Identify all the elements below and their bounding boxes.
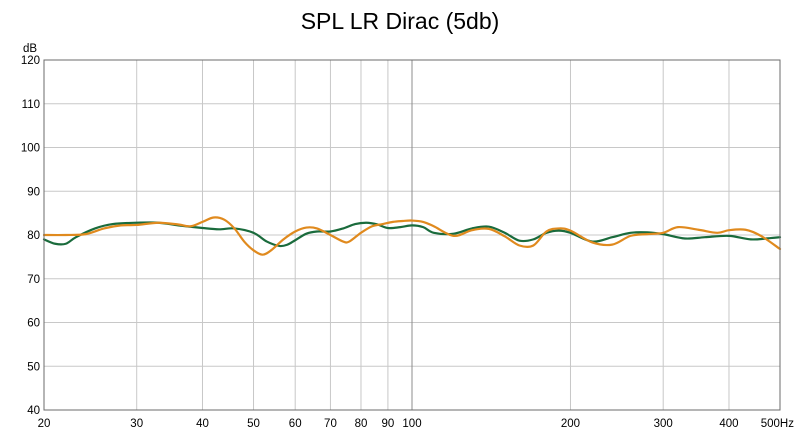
x-tick-label: 50 xyxy=(247,418,260,430)
x-tick-label: 100 xyxy=(402,418,421,430)
grid-lines xyxy=(43,59,781,411)
x-tick-label: 300 xyxy=(654,418,673,430)
x-tick-label: 400 xyxy=(719,418,738,430)
x-tick-label: 200 xyxy=(561,418,580,430)
series-line-2 xyxy=(42,216,782,256)
x-tick-label: 90 xyxy=(382,418,395,430)
chart-title: SPL LR Dirac (5db) xyxy=(300,8,500,34)
x-tick-label: 70 xyxy=(324,418,337,430)
y-tick-label: 40 xyxy=(27,405,40,417)
x-tick-label: 40 xyxy=(196,418,209,430)
y-tick-label: 110 xyxy=(22,99,40,111)
y-tick-label: 120 xyxy=(21,55,40,67)
y-tick-label: 90 xyxy=(27,186,40,198)
x-tick-label: 80 xyxy=(355,418,368,430)
plot-frame xyxy=(43,59,781,411)
x-tick-label: 60 xyxy=(289,418,302,430)
x-tick-label: 500Hz xyxy=(761,418,794,430)
y-axis-label: dB xyxy=(23,43,37,55)
y-tick-label: 70 xyxy=(27,274,40,286)
y-tick-label: 80 xyxy=(27,230,40,242)
y-tick-label: 60 xyxy=(27,318,40,330)
y-tick-label: 100 xyxy=(21,143,40,155)
x-tick-label: 20 xyxy=(38,418,51,430)
y-tick-label: 50 xyxy=(27,361,40,373)
series-lines xyxy=(42,216,782,256)
x-tick-label: 30 xyxy=(130,418,143,430)
